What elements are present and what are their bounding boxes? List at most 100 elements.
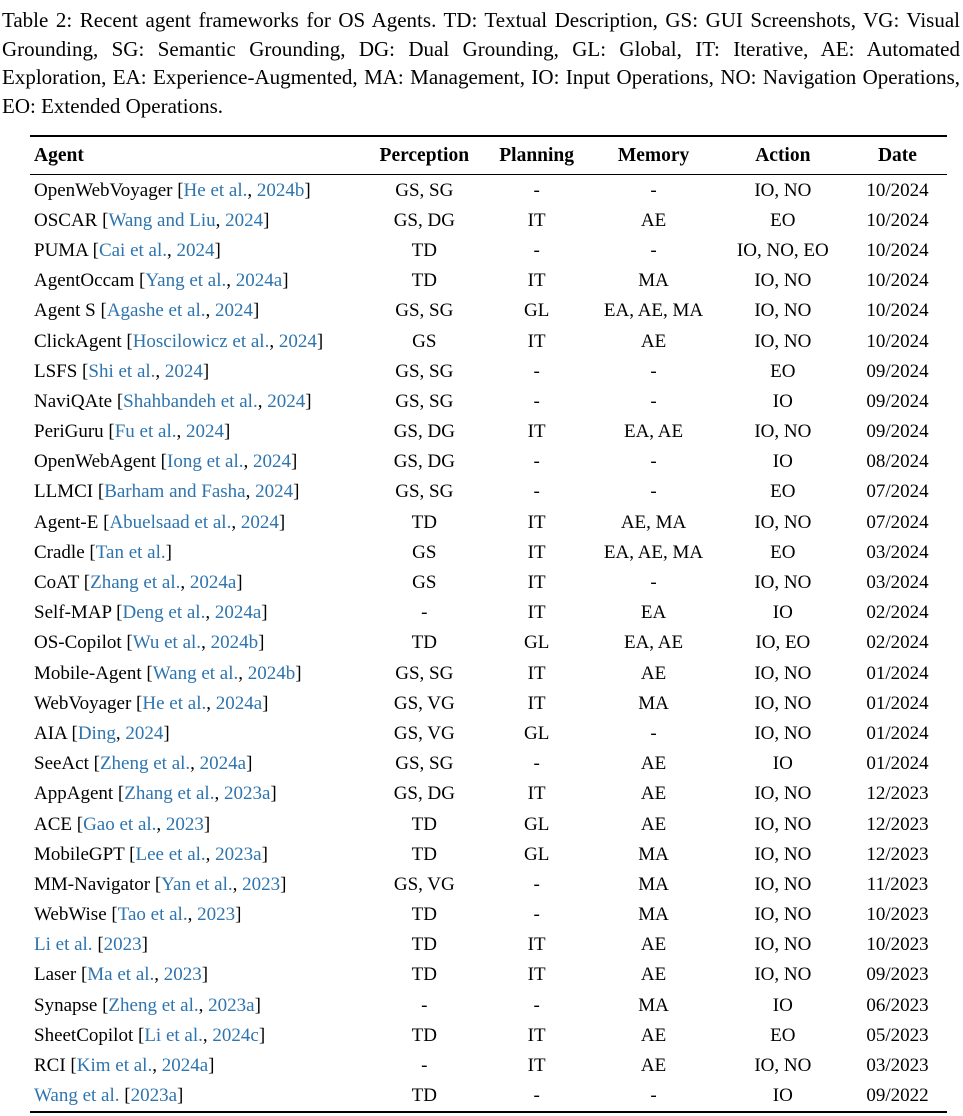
column-header-date: Date: [877, 145, 917, 166]
citation-link[interactable]: Wu et al.: [132, 632, 202, 654]
citation-link[interactable]: Li et al.: [144, 1024, 203, 1046]
citation-link[interactable]: 2023: [163, 964, 202, 986]
citation-link[interactable]: 2024: [176, 239, 215, 261]
citation-link[interactable]: Hoscilowicz et al.: [132, 330, 270, 352]
citation-link[interactable]: He et al.: [142, 692, 207, 714]
citation-link[interactable]: Li et al.: [34, 934, 93, 956]
citation-link[interactable]: Gao et al.: [83, 813, 157, 835]
citation-link[interactable]: Barham and Fasha: [104, 481, 246, 503]
agent-name-text: ,: [190, 753, 200, 775]
citation-link[interactable]: 2024: [214, 300, 253, 322]
memory-cell: -: [650, 239, 657, 261]
agent-cell: RCI [Kim et al., 2024a]: [30, 1050, 365, 1080]
citation-link[interactable]: Tao et al.: [117, 904, 188, 926]
table-row: AppAgent [Zhang et al., 2023a] GS, DG IT AE…: [30, 779, 947, 809]
memory-cell: -: [650, 390, 657, 412]
planning-cell: -: [533, 904, 540, 926]
citation-link[interactable]: Ding: [77, 722, 116, 744]
planning-cell: -: [533, 873, 540, 895]
citation-link[interactable]: 2023: [197, 904, 236, 926]
agent-name-text: ]: [258, 632, 265, 654]
citation-link[interactable]: Agashe et al.: [106, 300, 206, 322]
citation-link[interactable]: Zheng et al.: [99, 753, 191, 775]
citation-link[interactable]: 2023: [165, 813, 204, 835]
citation-link[interactable]: Wang et al.: [152, 662, 239, 684]
agent-name-text: Self-MAP [: [34, 602, 123, 624]
citation-link[interactable]: 2023a: [223, 783, 271, 805]
citation-link[interactable]: Zheng et al.: [108, 994, 199, 1016]
citation-link[interactable]: 2024b: [256, 179, 305, 201]
citation-link[interactable]: 2023: [242, 873, 281, 895]
planning-cell: GL: [523, 843, 550, 865]
agent-name-text: CoAT [: [34, 572, 91, 594]
citation-link[interactable]: Ma et al.: [87, 964, 155, 986]
citation-link[interactable]: 2024a: [214, 602, 262, 624]
citation-link[interactable]: 2023a: [208, 994, 255, 1016]
memory-cell: MA: [638, 994, 669, 1016]
perception-cell: GS, SG: [395, 300, 454, 322]
citation-link[interactable]: 2024: [225, 209, 264, 231]
citation-link[interactable]: Yang et al.: [145, 270, 227, 292]
agent-name-text: ]: [208, 1055, 215, 1077]
citation-link[interactable]: Wang and Liu: [108, 209, 216, 231]
citation-link[interactable]: 2024a: [199, 753, 247, 775]
date-cell: 09/2024: [866, 390, 929, 412]
citation-link[interactable]: Tan et al.: [95, 541, 166, 563]
perception-cell: TD: [411, 934, 437, 956]
table-row: Self-MAP [Deng et al., 2024a] - IT EA IO 02/2…: [30, 598, 947, 628]
agent-name-text: ]: [316, 330, 324, 352]
citation-link[interactable]: Shi et al.: [88, 360, 156, 382]
agent-cell: NaviQAte [Shahbandeh et al., 2024]: [30, 386, 365, 416]
date-cell: 09/2024: [866, 360, 929, 382]
citation-link[interactable]: 2024: [125, 722, 164, 744]
citation-link[interactable]: 2024: [185, 421, 224, 443]
citation-link[interactable]: 2024: [164, 360, 203, 382]
citation-link[interactable]: 2024a: [235, 270, 283, 292]
citation-link[interactable]: Kim et al.: [76, 1055, 153, 1077]
citation-link[interactable]: 2024: [240, 511, 279, 533]
table-row: Cradle [Tan et al.] GS IT EA, AE, MA EO 03/20…: [30, 537, 947, 567]
agent-cell: CoAT [Zhang et al., 2024a]: [30, 567, 365, 597]
date-cell: 08/2024: [866, 451, 929, 473]
citation-link[interactable]: 2024: [255, 481, 294, 503]
citation-link[interactable]: 2024a: [161, 1055, 209, 1077]
agent-name-text: OpenWebVoyager [: [34, 179, 184, 201]
citation-link[interactable]: Fu et al.: [114, 421, 177, 443]
table-row: Agent S [Agashe et al., 2024] GS, SG GL EA,…: [30, 296, 947, 326]
citation-link[interactable]: Wang et al.: [34, 1085, 120, 1107]
citation-link[interactable]: 2024: [253, 451, 292, 473]
date-cell: 10/2023: [866, 904, 929, 926]
table-body: OpenWebVoyager [He et al., 2024b] GS, SG -…: [30, 175, 947, 1112]
memory-cell: AE: [640, 783, 667, 805]
agent-name-text: ]: [177, 1085, 184, 1107]
agent-name-text: ]: [203, 813, 211, 835]
citation-link[interactable]: 2024a: [215, 692, 263, 714]
citation-link[interactable]: 2024a: [189, 572, 237, 594]
citation-link[interactable]: Abuelsaad et al.: [109, 511, 232, 533]
citation-link[interactable]: 2023a: [130, 1085, 178, 1107]
citation-link[interactable]: Zhang et al.: [90, 572, 181, 594]
perception-cell: TD: [411, 1024, 437, 1046]
citation-link[interactable]: Yan et al.: [161, 873, 233, 895]
citation-link[interactable]: Lee et al.: [135, 843, 206, 865]
agent-name-text: ,: [152, 1055, 162, 1077]
agent-cell: Li et al. [2023]: [30, 930, 365, 960]
citation-link[interactable]: Zhang et al.: [124, 783, 215, 805]
citation-link[interactable]: 2024: [267, 390, 306, 412]
citation-link[interactable]: 2024c: [212, 1024, 259, 1046]
citation-link[interactable]: 2024: [278, 330, 317, 352]
citation-link[interactable]: 2023a: [215, 843, 262, 865]
citation-link[interactable]: Shahbandeh et al.: [123, 390, 258, 412]
action-cell: EO: [770, 541, 796, 563]
table-caption: Table 2: Recent agent frameworks for OS …: [2, 8, 960, 118]
citation-link[interactable]: He et al.: [183, 179, 248, 201]
citation-link[interactable]: 2024b: [210, 632, 259, 654]
citation-link[interactable]: 2023: [103, 934, 142, 956]
citation-link[interactable]: Iong et al.: [167, 451, 244, 473]
citation-link[interactable]: Deng et al.: [122, 602, 206, 624]
perception-cell: GS, SG: [395, 179, 454, 201]
table-row: SheetCopilot [Li et al., 2024c] TD IT AE EO 0…: [30, 1020, 947, 1050]
citation-link[interactable]: Cai et al.: [98, 239, 167, 261]
citation-link[interactable]: 2024b: [247, 662, 296, 684]
planning-cell: GL: [523, 632, 550, 654]
